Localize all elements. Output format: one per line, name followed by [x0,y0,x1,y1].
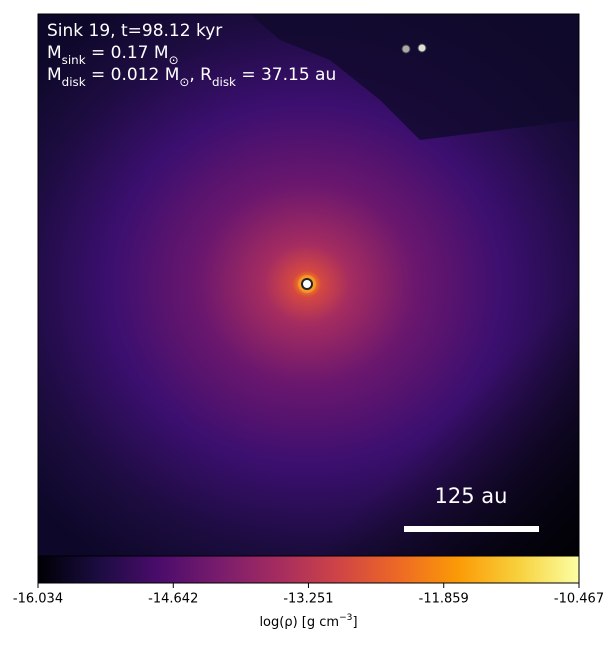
superscript: −3 [339,613,353,623]
text-part: = 0.012 M [86,65,180,85]
sink [301,278,313,290]
subscript: sink [62,53,86,67]
text-part: Sink 19, t=98.12 kyr [47,21,222,41]
colorbar [37,555,580,584]
subscript: disk [62,75,86,89]
subscript: ⊙ [169,53,179,67]
tick-label: -14.642 [148,592,198,607]
text-part: M [47,43,62,63]
text-part: = 37.15 au [236,65,336,85]
sink [401,44,411,54]
tick-label: -10.467 [554,592,604,607]
subscript: ⊙ [179,75,189,89]
low-density-region [250,14,579,140]
text-part: = 0.17 M [86,43,169,63]
text-part: log(ρ) [g cm [259,615,339,630]
text-part: ] [352,615,357,630]
colorbar-label: log(ρ) [g cm−3] [259,613,357,630]
annotation: Sink 19, t=98.12 kyr [47,21,222,41]
text-part: , R [189,65,212,85]
annotation: Mdisk = 0.012 M⊙, Rdisk = 37.15 au [47,65,336,89]
subscript: disk [212,75,236,89]
tick-label: -11.859 [419,592,469,607]
sink [417,43,427,53]
annotation: Msink = 0.17 M⊙ [47,43,179,67]
text-part: M [47,65,62,85]
scale-bar-label: 125 au [435,484,508,508]
tick-label: -13.251 [283,592,333,607]
tick-label: -16.034 [13,592,63,607]
